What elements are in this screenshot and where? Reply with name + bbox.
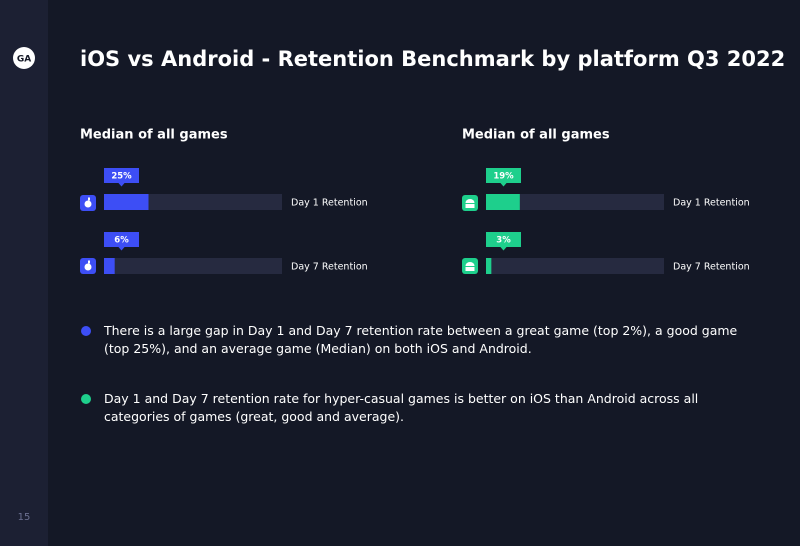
chart-title: Median of all games [80,128,228,143]
bar [486,194,520,210]
value-tag-pointer [118,246,125,251]
android-icon [462,258,478,274]
note-text: Day 1 and Day 7 retention rate for hyper… [104,391,699,424]
category-label: Day 7 Retention [673,262,750,273]
android-icon [462,195,478,211]
bar-track [486,258,664,274]
category-label: Day 1 Retention [291,198,368,209]
slide-title: iOS vs Android - Retention Benchmark by … [80,47,785,71]
bullet [81,326,91,336]
page-number: 15 [18,512,31,523]
value-label: 19% [493,172,514,182]
category-label: Day 1 Retention [673,198,750,209]
category-label: Day 7 Retention [291,262,368,273]
note-text: There is a large gap in Day 1 and Day 7 … [104,323,738,356]
chart-title: Median of all games [462,128,610,143]
value-tag-pointer [500,246,507,251]
value-tag [486,168,521,183]
value-tag [104,232,139,247]
bar-track [486,194,664,210]
bar [486,258,492,274]
value-tag-pointer [118,182,125,187]
bar [104,258,115,274]
ios-icon [80,258,96,274]
value-tag [486,232,521,247]
value-tag-pointer [500,182,507,187]
value-label: 3% [496,236,511,246]
logo: GA [17,55,31,65]
bar-track [104,258,282,274]
ios-icon [80,195,96,211]
sidebar [0,0,48,546]
value-tag [104,168,139,183]
bar [104,194,149,210]
value-label: 6% [114,236,129,246]
bullet [81,394,91,404]
value-label: 25% [111,172,132,182]
logo-badge [13,47,35,69]
